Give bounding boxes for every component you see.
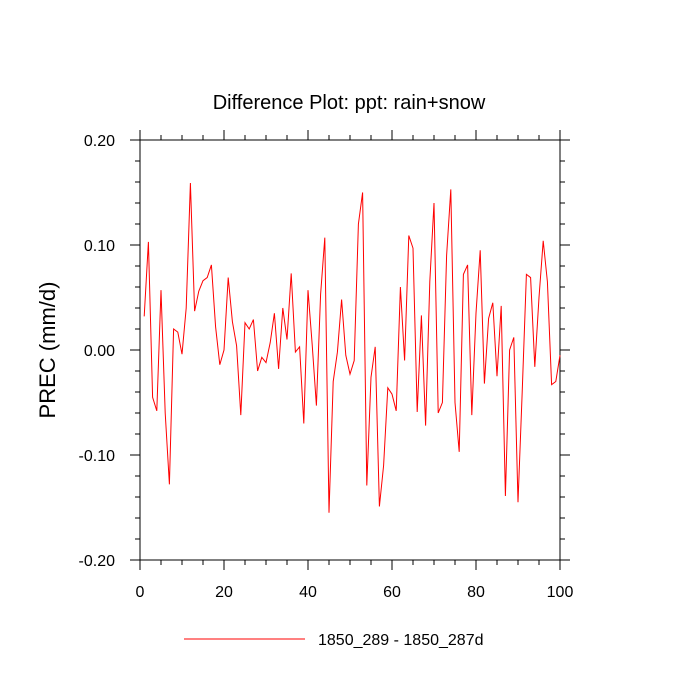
y-tick-label: -0.10	[79, 448, 116, 465]
legend-label: 1850_289 - 1850_287d	[318, 632, 484, 649]
x-axis: 0 20 40 60 80 100	[136, 130, 574, 601]
series-line	[143, 183, 561, 513]
series-layer	[143, 183, 561, 513]
x-tick-label: 40	[299, 584, 317, 601]
x-tick-label: 60	[383, 584, 401, 601]
x-tick-label: 100	[547, 584, 574, 601]
y-tick-label: 0.00	[84, 343, 115, 360]
plot-frame	[139, 139, 561, 561]
legend: 1850_289 - 1850_287d	[184, 632, 484, 649]
y-tick-label: 0.10	[84, 238, 115, 255]
chart-title: Difference Plot: ppt: rain+snow	[213, 92, 486, 114]
x-tick-label: 20	[215, 584, 233, 601]
y-tick-label: -0.20	[79, 553, 116, 570]
y-axis: -0.20 -0.10 0.00 0.10 0.20	[79, 133, 570, 570]
y-tick-label: 0.20	[84, 133, 115, 150]
x-tick-label: 0	[136, 584, 145, 601]
y-axis-label: PREC (mm/d)	[35, 282, 60, 419]
plot-area: 0 20 40 60 80 100 -0.20 -0.10 0.00 0.10 0.20	[79, 130, 574, 601]
x-tick-label: 80	[467, 584, 485, 601]
